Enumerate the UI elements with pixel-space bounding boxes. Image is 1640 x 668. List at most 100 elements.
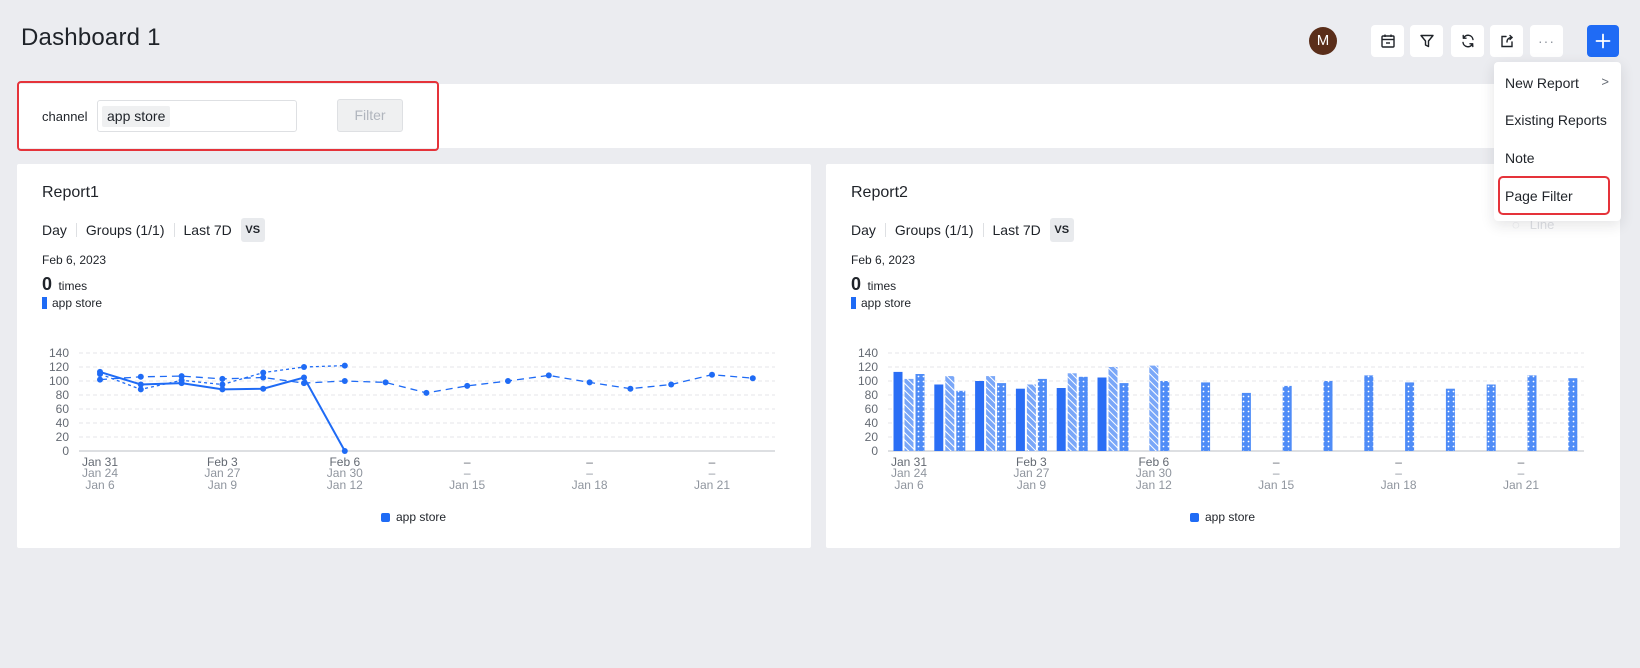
x-tick-label: Jan 31 [891,455,927,469]
series-tag: app store [851,296,911,310]
bar [997,383,1007,451]
data-point [137,381,144,388]
bar [1078,376,1088,451]
data-point [627,385,634,392]
avatar[interactable]: M [1309,27,1337,55]
data-point [301,374,307,381]
x-tick-label: – [709,466,716,480]
data-point [464,382,471,389]
report-date: Feb 6, 2023 [42,253,107,267]
menu-item-page-filter[interactable]: Page Filter [1505,188,1573,204]
x-tick-label: – [586,455,593,469]
filter-button[interactable] [1410,25,1443,57]
chevron-right-icon: > [1601,74,1609,89]
y-tick-label: 100 [49,374,69,388]
menu-item-new-report[interactable]: New Report [1505,75,1613,91]
range-option[interactable]: Last 7D [992,222,1041,238]
x-tick-label: Jan 9 [1017,478,1047,492]
data-point [219,381,226,388]
divider [173,223,175,237]
series-tag: app store [42,296,102,310]
x-tick-label: – [464,466,471,480]
bar [1015,388,1025,451]
groups-option[interactable]: Groups (1/1) [85,222,165,238]
report-date: Feb 6, 2023 [851,253,916,267]
x-tick-label: Jan 9 [208,478,238,492]
bar [975,381,985,451]
x-tick-label: Jan 15 [449,478,485,492]
data-point [260,385,267,392]
data-point [260,374,267,381]
more-button[interactable]: ··· [1530,25,1563,57]
x-tick-label: Jan 12 [327,478,363,492]
chart-legend[interactable]: app store [381,510,446,524]
refresh-button[interactable] [1451,25,1484,57]
data-point [749,375,756,382]
x-tick-label: Jan 18 [572,478,608,492]
filter-apply-button[interactable]: Filter [337,99,403,132]
x-tick-label: – [1395,466,1402,480]
compare-button[interactable]: VS [240,218,265,242]
compare-button[interactable]: VS [1049,218,1074,242]
menu-item-note[interactable]: Note [1505,150,1535,166]
series-tag-label: app store [52,296,103,310]
bar [1486,384,1496,451]
bar [1323,381,1333,451]
metric-value: 0 [851,274,862,294]
menu-item-existing-reports[interactable]: Existing Reports [1505,112,1607,128]
legend-label: app store [1205,510,1256,524]
calendar-button[interactable] [1371,25,1404,57]
y-tick-label: 120 [49,360,69,374]
granularity-option[interactable]: Day [42,222,67,238]
data-point [341,378,348,384]
report-card-1: Report1 Day Groups (1/1) Last 7D VS Feb … [17,164,811,548]
report-title: Report1 [42,184,99,201]
chart-legend[interactable]: app store [1190,510,1255,524]
bar [1282,385,1292,451]
add-button[interactable] [1587,25,1619,57]
refresh-icon [1461,34,1474,48]
filter-icon [1419,34,1434,48]
data-point [260,369,267,376]
bar [904,378,914,451]
metric-unit: times [867,279,897,293]
bar [1405,382,1415,451]
bar [1097,377,1107,451]
report-title: Report2 [851,184,908,201]
divider [884,223,886,237]
data-point [97,376,103,383]
range-option[interactable]: Last 7D [183,222,232,238]
x-tick-label: – [586,466,593,480]
data-point [341,448,348,454]
series-tag-label: app store [861,296,912,310]
x-tick-label: – [1273,466,1280,480]
granularity-option[interactable]: Day [851,222,876,238]
y-tick-label: 60 [865,402,879,416]
x-tick-label: Jan 31 [82,455,118,469]
y-tick-label: 80 [865,388,879,402]
x-tick-label: Jan 6 [85,478,115,492]
x-tick-label: Jan 15 [1258,478,1294,492]
channel-tag[interactable]: app store [102,106,171,127]
x-tick-label: Jan 21 [694,478,730,492]
channel-select[interactable]: app store [97,100,297,132]
data-point [97,368,103,375]
hide-icon[interactable]: ◌ [1512,217,1520,232]
report-options: Day Groups (1/1) Last 7D VS [851,218,1074,242]
series-swatch [851,297,856,309]
groups-option[interactable]: Groups (1/1) [894,222,974,238]
legend-label: app store [396,510,447,524]
export-icon [1500,34,1513,48]
calendar-icon [1380,34,1395,48]
header: Dashboard 1 M ··· [0,0,1640,82]
more-icon: ··· [1538,33,1555,49]
export-button[interactable] [1490,25,1523,57]
bar [1026,384,1036,451]
x-tick-label: – [1518,466,1525,480]
series-swatch [42,297,47,309]
bar [915,374,925,451]
divider [982,223,984,237]
x-tick-label: Jan 6 [894,478,924,492]
y-tick-label: 120 [858,360,878,374]
